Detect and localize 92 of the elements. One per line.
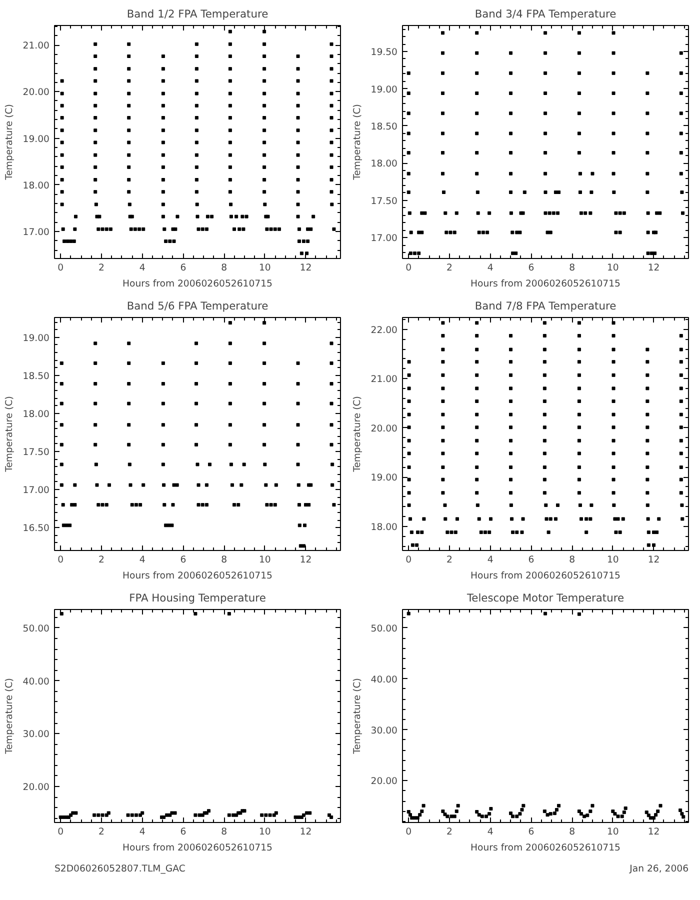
x-tick-label: 0 — [406, 262, 412, 274]
text: Jan 26, 2006 — [628, 864, 689, 874]
y-axis-title: Temperature (C) — [4, 396, 15, 473]
x-tick-label: 12 — [648, 554, 660, 566]
y-axis-title: Temperature (C) — [352, 396, 363, 473]
y-tick-label: 17.00 — [22, 226, 50, 238]
y-tick-label: 20.00 — [22, 87, 50, 98]
x-tick-label: 12 — [300, 262, 312, 274]
y-tick-label: 21.00 — [22, 40, 50, 52]
chart-title: Band 1/2 FPA Temperature — [126, 8, 268, 20]
x-tick-label: 4 — [139, 554, 146, 566]
x-tick-label: 6 — [180, 554, 186, 566]
y-tick-label: 17.50 — [22, 447, 50, 458]
x-tick-label: 6 — [180, 826, 186, 838]
y-tick-label: 18.00 — [22, 180, 50, 192]
y-tick-label: 50.00 — [370, 623, 398, 634]
x-tick-label: 4 — [487, 554, 494, 566]
y-tick-label: 17.00 — [22, 485, 50, 496]
y-axis-title: Temperature (C) — [352, 678, 363, 755]
x-tick-label: 12 — [300, 554, 312, 566]
x-tick-label: 10 — [606, 826, 619, 838]
y-tick-label: 30.00 — [22, 729, 50, 740]
y-tick-label: 21.00 — [370, 374, 398, 386]
x-tick-label: 12 — [648, 262, 660, 274]
x-tick-label: 4 — [487, 262, 494, 274]
y-tick-label: 20.00 — [370, 776, 398, 788]
y-axis-title: Temperature (C) — [352, 104, 363, 181]
x-tick-label: 2 — [446, 554, 452, 566]
x-tick-label: 0 — [58, 262, 64, 274]
x-tick-label: 8 — [221, 554, 228, 566]
y-tick-label: 17.00 — [370, 233, 398, 244]
y-tick-label: 20.00 — [370, 423, 398, 434]
y-tick-label: 16.50 — [22, 523, 50, 534]
x-tick-label: 2 — [98, 262, 104, 274]
x-tick-label: 0 — [58, 554, 64, 566]
x-tick-label: 12 — [300, 826, 312, 838]
y-tick-label: 18.00 — [370, 522, 398, 533]
y-tick-label: 20.00 — [22, 782, 50, 794]
chart-title: Telescope Motor Temperature — [466, 592, 624, 604]
x-axis-title: Hours from 2006026052610715 — [470, 842, 621, 854]
x-tick-label: 10 — [258, 826, 271, 838]
text: S2D06026052807.TLM_GAC — [54, 864, 186, 874]
y-tick-label: 18.50 — [370, 121, 398, 132]
x-axis-title: Hours from 2006026052610715 — [470, 570, 621, 582]
x-tick-label: 10 — [606, 554, 619, 566]
y-axis-title: Temperature (C) — [4, 678, 15, 755]
chart-title: Band 7/8 FPA Temperature — [474, 300, 616, 312]
x-axis-title: Hours from 2006026052610715 — [122, 570, 273, 582]
x-tick-label: 10 — [258, 262, 271, 274]
chart-title: Band 5/6 FPA Temperature — [126, 300, 268, 312]
x-tick-label: 2 — [98, 826, 104, 838]
x-tick-label: 8 — [569, 554, 576, 566]
y-tick-label: 19.00 — [22, 134, 50, 145]
chart-title: Band 3/4 FPA Temperature — [474, 8, 616, 20]
y-tick-label: 50.00 — [22, 624, 50, 634]
y-tick-label: 18.00 — [22, 408, 50, 420]
x-tick-label: 2 — [446, 262, 452, 274]
x-tick-label: 2 — [98, 554, 104, 566]
x-tick-label: 8 — [221, 826, 228, 838]
x-axis-title: Hours from 2006026052610715 — [122, 278, 273, 290]
x-tick-label: 0 — [406, 826, 412, 838]
y-tick-label: 18.50 — [22, 370, 50, 382]
x-tick-label: 10 — [606, 262, 619, 274]
y-tick-label: 19.00 — [370, 472, 398, 484]
x-tick-label: 8 — [569, 262, 576, 274]
x-tick-label: 12 — [648, 826, 660, 838]
x-tick-label: 6 — [180, 262, 186, 274]
y-tick-label: 18.00 — [370, 158, 398, 170]
y-tick-label: 30.00 — [370, 725, 398, 736]
x-tick-label: 10 — [258, 554, 271, 566]
chart-title: FPA Housing Temperature — [129, 592, 266, 604]
x-tick-label: 2 — [446, 826, 452, 838]
y-tick-label: 19.50 — [370, 47, 398, 58]
y-tick-label: 40.00 — [370, 674, 398, 686]
x-tick-label: 0 — [406, 554, 412, 566]
x-axis-title: Hours from 2006026052610715 — [122, 842, 273, 854]
x-tick-label: 4 — [139, 826, 146, 838]
x-tick-label: 8 — [221, 262, 228, 274]
x-tick-label: 0 — [58, 826, 64, 838]
y-tick-label: 22.00 — [370, 324, 398, 336]
x-tick-label: 6 — [528, 826, 534, 838]
y-axis-title: Temperature (C) — [4, 104, 15, 181]
x-tick-label: 4 — [139, 262, 146, 274]
y-tick-label: 40.00 — [22, 676, 50, 688]
y-tick-label: 19.00 — [22, 332, 50, 344]
x-tick-label: 8 — [569, 826, 576, 838]
x-tick-label: 6 — [528, 262, 534, 274]
x-tick-label: 6 — [528, 554, 534, 566]
y-tick-label: 19.00 — [370, 84, 398, 96]
x-axis-title: Hours from 2006026052610715 — [470, 278, 621, 290]
y-tick-label: 17.50 — [370, 196, 398, 207]
x-tick-label: 4 — [487, 826, 494, 838]
